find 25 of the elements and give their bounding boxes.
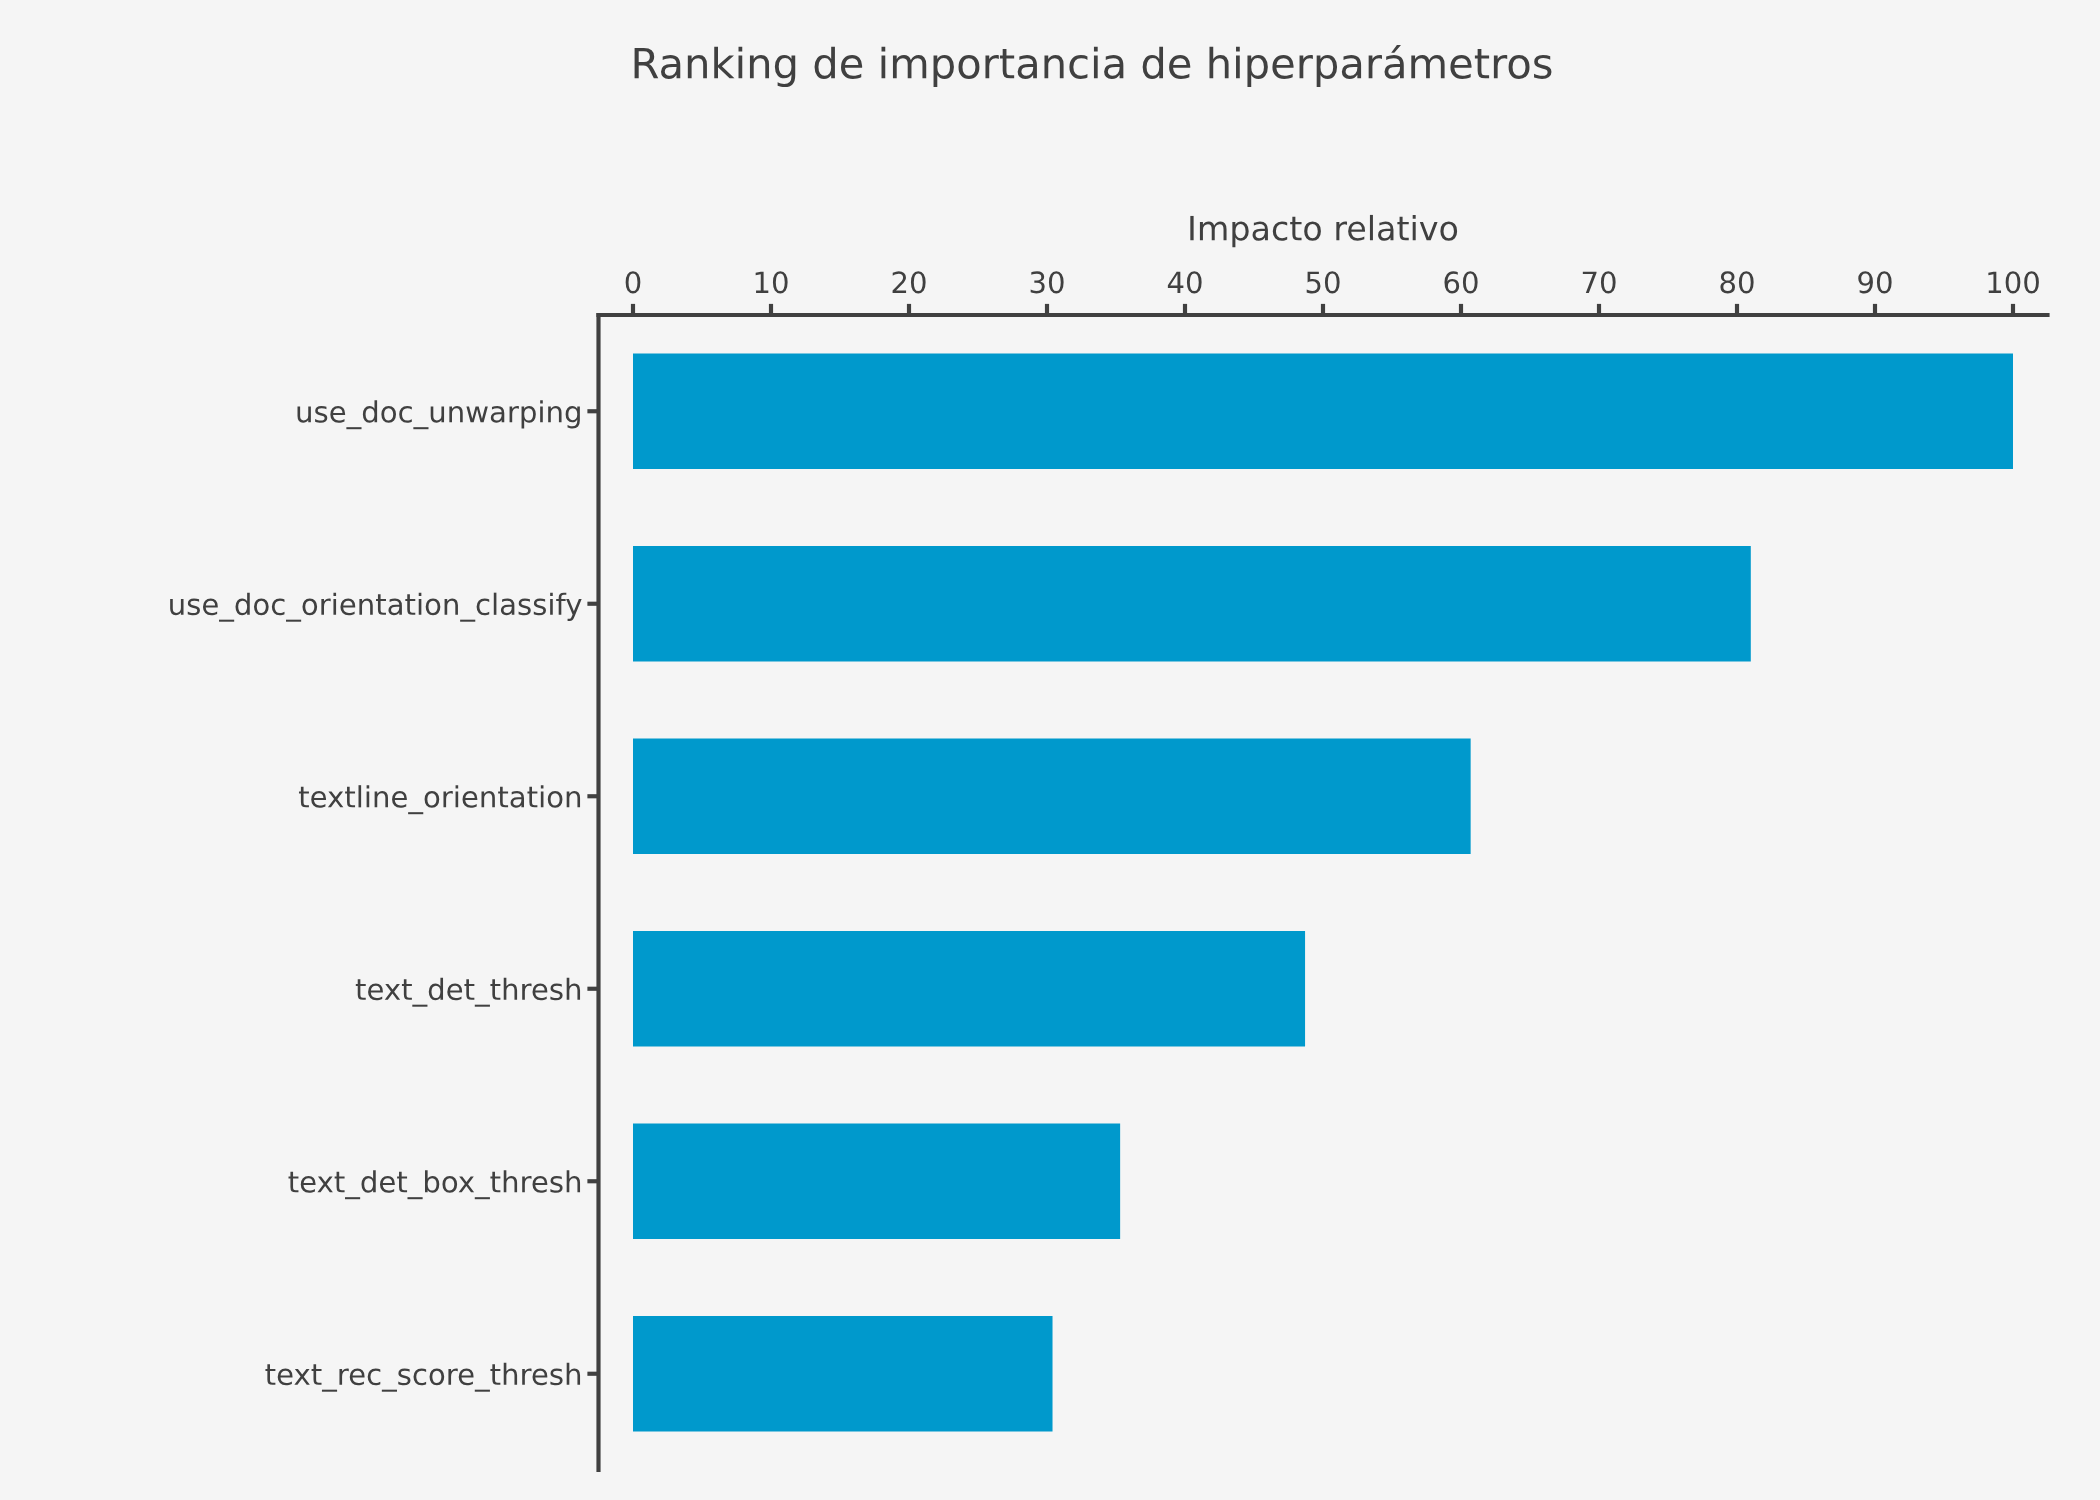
- y-tick-label: textline_orientation: [298, 785, 581, 815]
- chart-title: Ranking de importancia de hiperparámetros: [634, 45, 1552, 87]
- y-tick-label: use_doc_orientation_classify: [170, 592, 582, 622]
- x-tick-label: 90: [1858, 271, 1892, 294]
- x-axis-title: Impacto relativo: [1190, 214, 1458, 248]
- y-tick-label: text_rec_score_thresh: [265, 1362, 581, 1392]
- y-tick-label: use_doc_unwarping: [297, 400, 580, 430]
- x-tick-label: 40: [1167, 271, 1202, 294]
- bar: [633, 738, 1471, 854]
- x-tick-label: 0: [625, 271, 641, 294]
- bar: [633, 546, 1751, 662]
- bar: [633, 1316, 1053, 1432]
- x-tick-label: 20: [892, 271, 926, 294]
- y-tick-label: text_det_thresh: [355, 977, 581, 1007]
- x-tick-label: 100: [1988, 271, 2039, 294]
- x-tick-label: 60: [1444, 271, 1478, 294]
- bar: [633, 353, 2013, 469]
- bar: [633, 1123, 1121, 1239]
- x-tick-label: 70: [1582, 271, 1616, 294]
- x-tick-label: 10: [755, 271, 788, 294]
- bar: [633, 931, 1306, 1047]
- x-tick-label: 80: [1720, 271, 1754, 294]
- x-tick-label: 30: [1030, 271, 1064, 294]
- y-tick-label: text_det_box_thresh: [288, 1170, 581, 1200]
- x-tick-label: 50: [1306, 271, 1340, 294]
